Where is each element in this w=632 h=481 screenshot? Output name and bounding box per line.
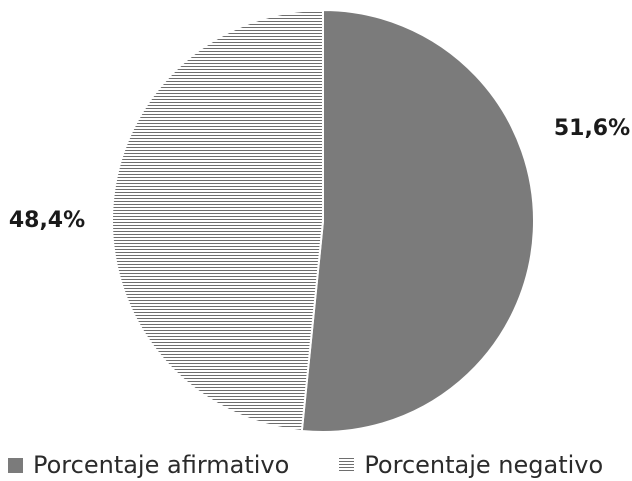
legend-swatch-afirmativo (8, 457, 23, 473)
pie-data-labels: 51,6% 48,4% (9, 116, 630, 233)
legend-label-afirmativo: Porcentaje afirmativo (33, 451, 290, 479)
legend-item-negativo: Porcentaje negativo (339, 451, 603, 479)
data-label-afirmativo: 51,6% (554, 116, 630, 141)
legend-item-afirmativo: Porcentaje afirmativo (8, 451, 289, 479)
pie-slice-afirmativo (300, 8, 535, 433)
legend-label-negativo: Porcentaje negativo (364, 451, 604, 479)
data-label-negativo: 48,4% (9, 208, 85, 233)
legend-swatch-negativo (339, 457, 355, 473)
pie-slices (111, 8, 535, 433)
chart-legend: Porcentaje afirmativo Porcentaje negativ… (0, 449, 632, 481)
pie-slice-negativo (111, 8, 324, 433)
